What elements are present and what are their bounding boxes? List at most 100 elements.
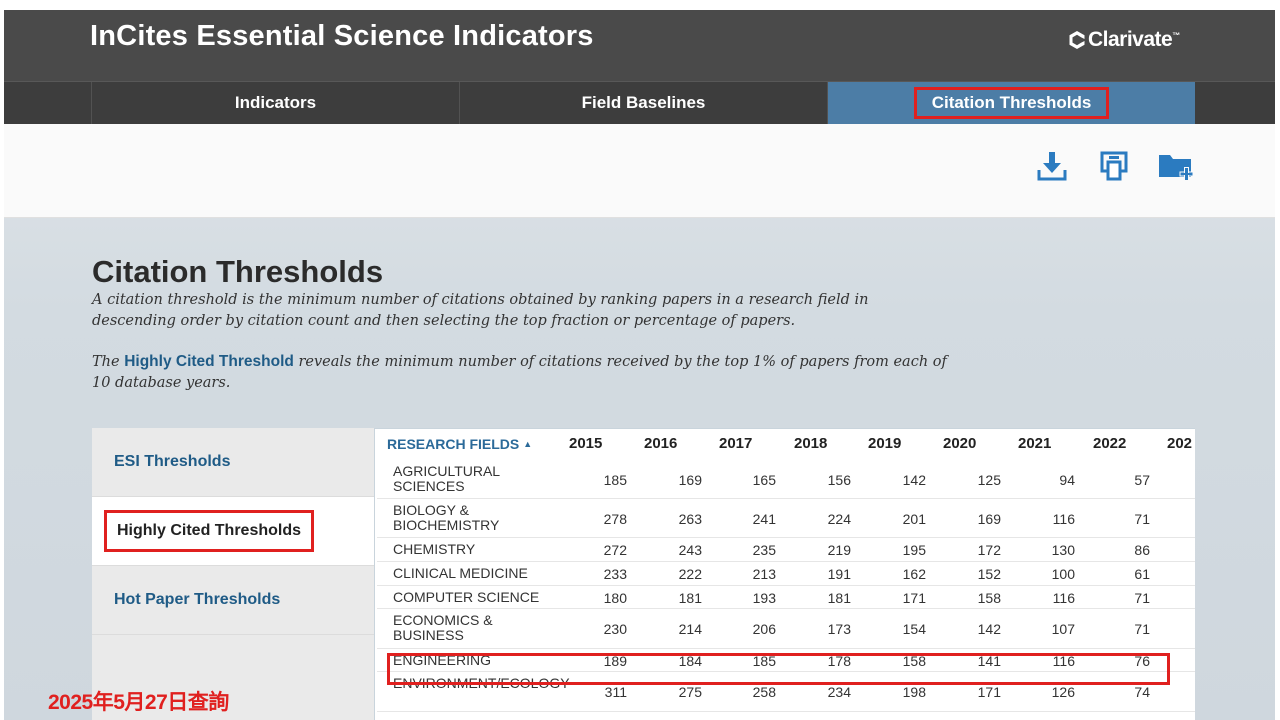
threshold-value-cell: 272 [603, 542, 627, 558]
threshold-value-cell: 219 [827, 542, 851, 558]
threshold-value-cell: 76 [1134, 653, 1150, 669]
threshold-value-cell: 230 [603, 621, 627, 637]
add-to-folder-icon [1159, 155, 1194, 181]
threshold-value-cell: 116 [1052, 511, 1075, 527]
threshold-value-cell: 142 [902, 472, 926, 488]
toolbar [4, 124, 1275, 218]
year-header[interactable]: 2019 [868, 435, 902, 452]
threshold-value-cell: 171 [977, 684, 1001, 700]
threshold-value-cell: 173 [827, 621, 851, 637]
threshold-value-cell: 156 [827, 472, 851, 488]
research-field-cell[interactable]: CHEMISTRY [393, 541, 476, 557]
desc-suffix: reveals the minimum number of citations … [92, 354, 947, 391]
threshold-value-cell: 71 [1134, 511, 1150, 527]
threshold-value-cell: 178 [827, 653, 851, 669]
threshold-value-cell: 158 [902, 653, 926, 669]
threshold-value-cell: 169 [678, 472, 702, 488]
threshold-value-cell: 162 [902, 566, 926, 582]
threshold-value-cell: 181 [678, 590, 702, 606]
threshold-value-cell: 258 [752, 684, 776, 700]
download-icon [1037, 152, 1067, 181]
year-header[interactable]: 2021 [1018, 435, 1052, 452]
threshold-value-cell: 165 [752, 472, 776, 488]
sidebar-item-label: Highly Cited Thresholds [104, 510, 315, 552]
sidebar-item-label: Hot Paper Thresholds [114, 591, 281, 608]
threshold-value-cell: 189 [603, 653, 627, 669]
threshold-value-cell: 141 [977, 653, 1001, 669]
highly-cited-description: The Highly Cited Threshold reveals the m… [92, 351, 952, 394]
threshold-value-cell: 142 [977, 621, 1001, 637]
print-button[interactable] [1096, 148, 1132, 184]
table-row: CHEMISTRY 272 243 235 219 195 172 130 86 [377, 538, 1195, 562]
tab-citation-thresholds[interactable]: Citation Thresholds [827, 82, 1195, 124]
research-field-cell[interactable]: COMPUTER SCIENCE [393, 589, 540, 605]
page-title: Citation Thresholds [92, 254, 384, 289]
research-fields-label: RESEARCH FIELDS [387, 436, 520, 452]
brand-name: Clarivate [1088, 28, 1173, 51]
threshold-value-cell: 61 [1134, 566, 1150, 582]
threshold-value-cell: 71 [1134, 621, 1150, 637]
threshold-value-cell: 171 [902, 590, 926, 606]
research-fields-header[interactable]: RESEARCH FIELDS ▲ [387, 436, 532, 452]
thresholds-table: RESEARCH FIELDS ▲ 2015 2016 2017 2018 201… [374, 428, 1195, 720]
year-header[interactable]: 2017 [719, 435, 753, 452]
threshold-value-cell: 222 [678, 566, 702, 582]
sidebar-item-highly-cited-thresholds[interactable]: Highly Cited Thresholds [92, 497, 374, 566]
threshold-value-cell: 125 [977, 472, 1001, 488]
tab-indicators[interactable]: Indicators [91, 82, 459, 124]
description-paragraph: A citation threshold is the minimum numb… [92, 292, 869, 329]
threshold-value-cell: 243 [678, 542, 702, 558]
clarivate-logo-icon [1069, 31, 1085, 49]
sort-asc-icon: ▲ [523, 439, 533, 449]
research-field-cell[interactable]: ENGINEERING [393, 652, 492, 668]
brand-trademark: ™ [1172, 30, 1180, 40]
year-header[interactable]: 2022 [1093, 435, 1127, 452]
threshold-value-cell: 57 [1134, 472, 1150, 488]
threshold-value-cell: 235 [752, 542, 776, 558]
year-header[interactable]: 202 [1167, 435, 1193, 452]
research-field-cell[interactable]: AGRICULTURAL SCIENCES [393, 463, 500, 494]
desc-prefix: The [92, 354, 125, 370]
app-title: InCites Essential Science Indicators [90, 20, 594, 52]
threshold-value-cell: 233 [603, 566, 627, 582]
year-header[interactable]: 2016 [644, 435, 678, 452]
threshold-value-cell: 206 [752, 621, 776, 637]
threshold-value-cell: 71 [1134, 590, 1150, 606]
year-header[interactable]: 2020 [943, 435, 977, 452]
threshold-value-cell: 107 [1051, 621, 1075, 637]
research-field-cell[interactable]: ECONOMICS & BUSINESS [393, 612, 493, 643]
research-field-cell[interactable]: BIOLOGY & BIOCHEMISTRY [393, 502, 500, 533]
highly-cited-threshold-term: Highly Cited Threshold [124, 353, 294, 370]
sidebar-item-esi-thresholds[interactable]: ESI Thresholds [92, 428, 374, 497]
download-button[interactable] [1034, 148, 1070, 184]
threshold-value-cell: 126 [1051, 684, 1075, 700]
threshold-value-cell: 86 [1134, 542, 1150, 558]
table-row: BIOLOGY & BIOCHEMISTRY 278 263 241 224 201 169… [377, 499, 1195, 538]
threshold-value-cell: 116 [1052, 653, 1075, 669]
research-field-cell[interactable]: ENVIRONMENT/ECOLOGY [393, 675, 570, 691]
research-field-cell[interactable]: CLINICAL MEDICINE [393, 565, 528, 581]
tab-label: Citation Thresholds [913, 87, 1110, 119]
threshold-value-cell: 201 [902, 511, 926, 527]
threshold-value-cell: 130 [1051, 542, 1075, 558]
table-row: ENGINEERING 189 184 185 178 158 141 116 76 [377, 649, 1195, 672]
threshold-value-cell: 154 [902, 621, 926, 637]
table-row: COMPUTER SCIENCE 180 181 193 181 171 158 116 71 [377, 586, 1195, 609]
app-frame: InCites Essential Science Indicators Cla… [4, 10, 1275, 720]
threshold-value-cell: 185 [752, 653, 776, 669]
threshold-value-cell: 94 [1059, 472, 1075, 488]
threshold-value-cell: 169 [977, 511, 1001, 527]
tab-label: Field Baselines [581, 93, 706, 112]
year-header[interactable]: 2015 [569, 435, 603, 452]
threshold-value-cell: 181 [827, 590, 851, 606]
year-header[interactable]: 2018 [794, 435, 828, 452]
sidebar-item-hot-paper-thresholds[interactable]: Hot Paper Thresholds [92, 566, 374, 635]
add-to-folder-button[interactable] [1158, 148, 1194, 184]
query-date-annotation: 2025年5月27日查詢 [48, 691, 229, 714]
threshold-value-cell: 214 [678, 621, 702, 637]
threshold-value-cell: 158 [977, 590, 1001, 606]
threshold-value-cell: 234 [827, 684, 851, 700]
tab-field-baselines[interactable]: Field Baselines [459, 82, 827, 124]
threshold-value-cell: 74 [1134, 684, 1150, 700]
threshold-value-cell: 198 [902, 684, 926, 700]
